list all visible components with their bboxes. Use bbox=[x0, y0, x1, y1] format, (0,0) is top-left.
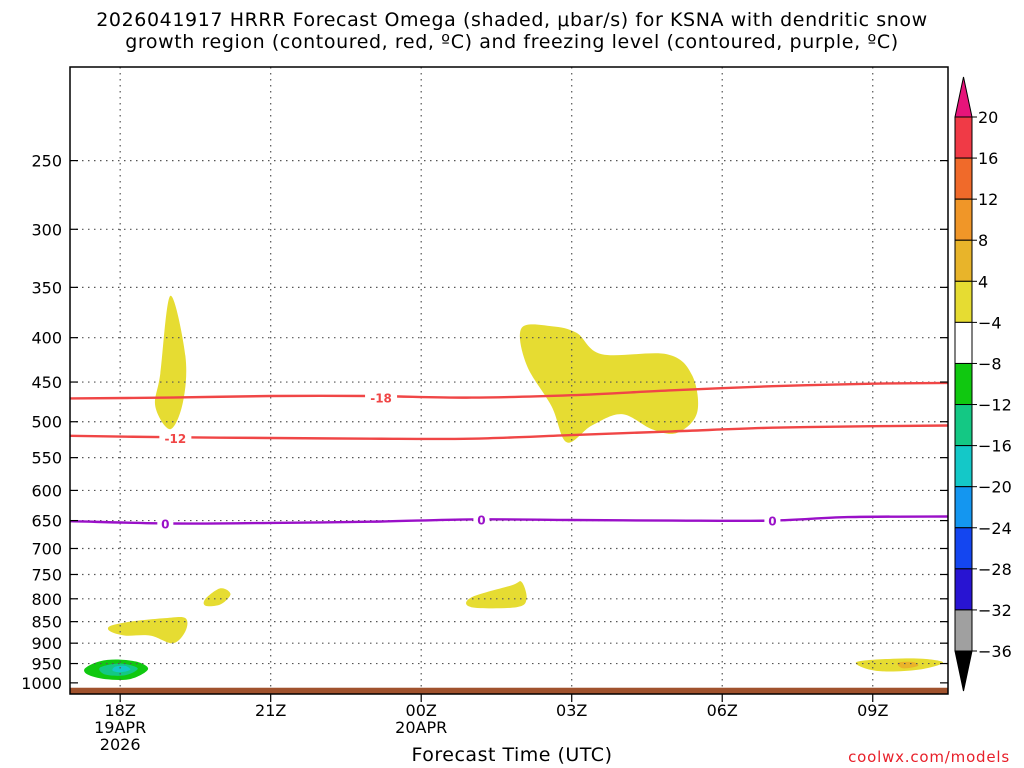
colorbar-label-10: −24 bbox=[978, 519, 1012, 538]
contour-label-bg bbox=[365, 389, 398, 406]
chart-title-line-1: 2026041917 HRRR Forecast Omega (shaded, … bbox=[96, 9, 928, 31]
y-tick-label-950: 950 bbox=[31, 655, 62, 674]
x-tick-sublabel-20APR: 20APR bbox=[395, 718, 447, 737]
x-tick-label-03Z: 03Z bbox=[556, 701, 587, 720]
colorbar-segment-10 bbox=[954, 486, 973, 529]
colorbar-label-8: −16 bbox=[978, 437, 1012, 456]
colorbar-label-9: −20 bbox=[978, 478, 1012, 497]
colorbar-segment-11 bbox=[954, 527, 973, 570]
x-tick-sublabel-2026: 2026 bbox=[100, 735, 141, 754]
y-tick-label-800: 800 bbox=[31, 590, 62, 609]
omega-region-3 bbox=[107, 616, 188, 644]
colorbar-label-11: −28 bbox=[978, 560, 1012, 579]
colorbar-label-3: 8 bbox=[978, 231, 988, 250]
colorbar-label-13: −36 bbox=[978, 642, 1012, 661]
contour-label-bg bbox=[159, 429, 192, 446]
colorbar-over-triangle bbox=[954, 76, 973, 118]
y-tick-label-400: 400 bbox=[31, 329, 62, 348]
colorbar-segment-2 bbox=[954, 157, 973, 200]
contour-label--18: -18 bbox=[370, 392, 392, 406]
contour-minus18-line bbox=[70, 381, 948, 400]
contour-label--12: -12 bbox=[165, 432, 187, 446]
contour-label-bg bbox=[764, 512, 781, 529]
x-tick-label-18Z: 18Z bbox=[105, 701, 136, 720]
contour-label-0: 0 bbox=[477, 513, 485, 527]
colorbar-label-0: 20 bbox=[978, 108, 998, 127]
omega-region-10 bbox=[112, 665, 131, 673]
contour-0-line bbox=[70, 515, 948, 525]
colorbar-segment-9 bbox=[954, 445, 973, 488]
colorbar-segment-8 bbox=[954, 404, 973, 447]
colorbar-segment-4 bbox=[954, 239, 973, 282]
omega-region-5 bbox=[466, 581, 527, 609]
omega-region-2 bbox=[519, 324, 699, 443]
contour-label-bg bbox=[473, 511, 490, 528]
y-tick-label-300: 300 bbox=[31, 220, 62, 239]
credit-link[interactable]: coolwx.com/models bbox=[848, 748, 1010, 766]
colorbar-segment-3 bbox=[954, 198, 973, 241]
colorbar-label-4: 4 bbox=[978, 272, 988, 291]
y-tick-label-850: 850 bbox=[31, 613, 62, 632]
colorbar-label-1: 16 bbox=[978, 149, 998, 168]
colorbar: 20 16 12 8 4 −4 −8 −12 −16 −20 −24 −28 −32 −36 bbox=[954, 76, 1012, 692]
y-tick-label-500: 500 bbox=[31, 413, 62, 432]
colorbar-segment-5 bbox=[954, 280, 973, 323]
colorbar-label-12: −32 bbox=[978, 601, 1012, 620]
colorbar-segment-1 bbox=[954, 116, 973, 159]
y-tick-label-700: 700 bbox=[31, 539, 62, 558]
plot-frame bbox=[69, 66, 949, 695]
contour-label-0: 0 bbox=[161, 517, 169, 531]
colorbar-segment-12 bbox=[954, 568, 973, 611]
contour-label-bg bbox=[157, 515, 174, 532]
y-tick-label-1000: 1000 bbox=[21, 674, 62, 693]
colorbar-segment-6 bbox=[954, 321, 973, 364]
x-tick-label-00Z: 00Z bbox=[406, 701, 437, 720]
y-tick-label-600: 600 bbox=[31, 481, 62, 500]
colorbar-label-5: −4 bbox=[978, 313, 1002, 332]
chart-title-line-2: growth region (contoured, red, ºC) and f… bbox=[125, 31, 899, 53]
colorbar-label-2: 12 bbox=[978, 190, 998, 209]
x-tick-label-09Z: 09Z bbox=[857, 701, 888, 720]
colorbar-segment-gray bbox=[954, 609, 973, 652]
y-tick-label-750: 750 bbox=[31, 565, 62, 584]
y-tick-label-650: 650 bbox=[31, 512, 62, 531]
plot-content: -18 -12 0 0 0 bbox=[70, 67, 948, 694]
contour-minus12-line bbox=[70, 424, 948, 441]
colorbar-label-6: −8 bbox=[978, 354, 1002, 373]
colorbar-under-triangle bbox=[954, 650, 973, 692]
colorbar-label-7: −12 bbox=[978, 396, 1012, 415]
omega-region-4 bbox=[203, 588, 231, 607]
omega-region-7 bbox=[897, 661, 919, 669]
omega-region-1 bbox=[154, 295, 187, 430]
y-tick-label-550: 550 bbox=[31, 449, 62, 468]
x-tick-sublabel-19APR: 19APR bbox=[94, 718, 146, 737]
y-tick-label-900: 900 bbox=[31, 634, 62, 653]
colorbar-segment-7 bbox=[954, 362, 973, 406]
x-tick-label-06Z: 06Z bbox=[707, 701, 738, 720]
y-tick-label-350: 350 bbox=[31, 278, 62, 297]
plot-area: -18 -12 0 0 0 250 300 350 400 450 500 550 600 650 700 7… bbox=[21, 66, 949, 754]
terrain-strip bbox=[70, 687, 948, 694]
x-axis-label: Forecast Time (UTC) bbox=[411, 744, 613, 766]
y-tick-label-250: 250 bbox=[31, 152, 62, 171]
x-tick-label-21Z: 21Z bbox=[255, 701, 286, 720]
contour-label-0: 0 bbox=[768, 515, 776, 529]
y-tick-label-450: 450 bbox=[31, 373, 62, 392]
